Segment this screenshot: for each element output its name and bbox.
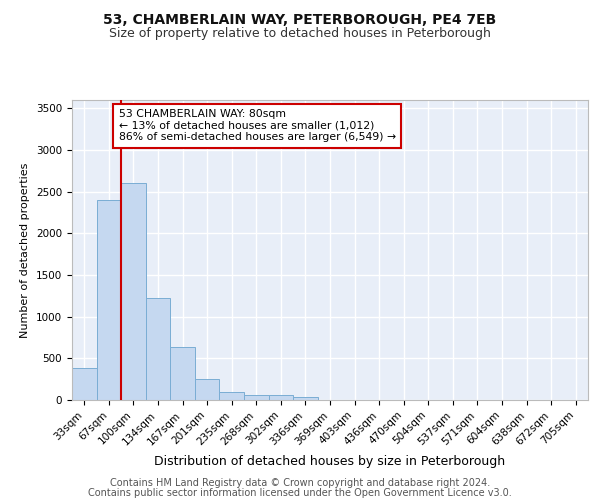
Bar: [293, 396, 318, 400]
Bar: [121, 184, 146, 400]
Text: 53 CHAMBERLAIN WAY: 80sqm
← 13% of detached houses are smaller (1,012)
86% of se: 53 CHAMBERLAIN WAY: 80sqm ← 13% of detac…: [119, 109, 396, 142]
Bar: [97, 200, 121, 400]
Bar: [244, 395, 269, 400]
Text: 53, CHAMBERLAIN WAY, PETERBOROUGH, PE4 7EB: 53, CHAMBERLAIN WAY, PETERBOROUGH, PE4 7…: [103, 12, 497, 26]
Bar: [220, 392, 244, 400]
Bar: [72, 368, 97, 400]
Bar: [146, 298, 170, 400]
Text: Contains HM Land Registry data © Crown copyright and database right 2024.: Contains HM Land Registry data © Crown c…: [110, 478, 490, 488]
Bar: [170, 347, 195, 400]
X-axis label: Distribution of detached houses by size in Peterborough: Distribution of detached houses by size …: [154, 455, 506, 468]
Bar: [195, 379, 220, 400]
Text: Size of property relative to detached houses in Peterborough: Size of property relative to detached ho…: [109, 28, 491, 40]
Text: Contains public sector information licensed under the Open Government Licence v3: Contains public sector information licen…: [88, 488, 512, 498]
Y-axis label: Number of detached properties: Number of detached properties: [20, 162, 31, 338]
Bar: [269, 396, 293, 400]
